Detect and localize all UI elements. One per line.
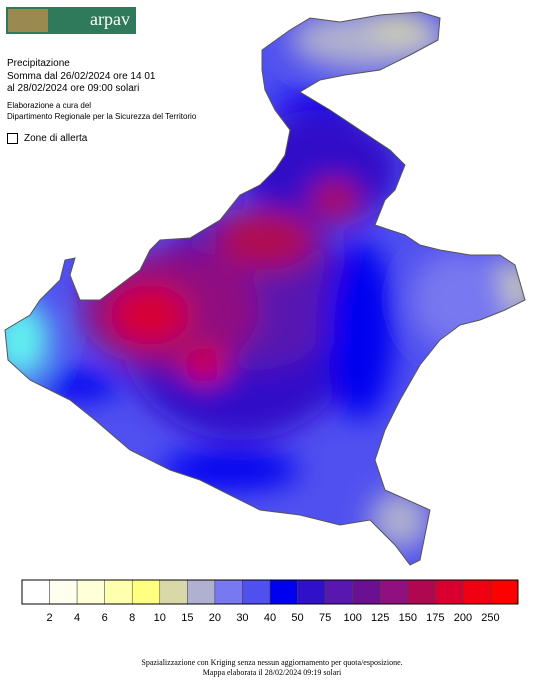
- legend-swatch: [131, 579, 161, 605]
- checkbox[interactable]: [7, 133, 18, 144]
- period-to: al 28/02/2024 ore 09:00 solari: [7, 83, 140, 94]
- legend-label: 175: [426, 612, 444, 624]
- legend-label: 20: [209, 612, 221, 624]
- legend-label: 150: [399, 612, 417, 624]
- legend-swatch: [462, 579, 491, 605]
- toggle-label: Zone di allerta: [24, 133, 88, 144]
- logo: arpav: [6, 7, 136, 34]
- period-from: Somma dal 26/02/2024 ore 14 01: [7, 71, 156, 82]
- legend-swatch: [490, 579, 519, 605]
- legend-label: 50: [291, 612, 303, 624]
- legend: 2 4 6 8 10 15 20 30 40 50 75 100 125 150 175 200 250: [21, 579, 519, 624]
- legend-label: 10: [154, 612, 166, 624]
- legend-label: 40: [264, 612, 276, 624]
- legend-swatch: [242, 579, 271, 605]
- logo-text: arpav: [90, 9, 130, 29]
- legend-label: 8: [129, 612, 135, 624]
- legend-swatch: [352, 579, 381, 605]
- legend-label: 30: [236, 612, 248, 624]
- legend-swatch: [379, 579, 409, 605]
- legend-label: 6: [102, 612, 108, 624]
- legend-swatch: [187, 579, 216, 605]
- toggle[interactable]: Zone di allerta: [7, 133, 87, 144]
- legend-swatch: [104, 579, 133, 605]
- legend-label: 200: [454, 612, 472, 624]
- legend-swatch: [159, 579, 188, 605]
- footer-line: Spazializzazione con Kriging senza nessu…: [141, 658, 403, 667]
- legend-swatch: [435, 579, 464, 605]
- legend-swatch: [324, 579, 353, 605]
- footer-line: Mappa elaborata il 28/02/2024 09:19 sola…: [202, 668, 342, 677]
- legend-swatch: [407, 579, 436, 605]
- legend-label: 15: [181, 612, 193, 624]
- legend-label: 75: [319, 612, 331, 624]
- legend-swatch: [269, 579, 298, 605]
- legend-label: 2: [46, 612, 52, 624]
- legend-label: 125: [371, 612, 389, 624]
- credit-line: Dipartimento Regionale per la Sicurezza …: [7, 112, 197, 121]
- legend-label: 250: [481, 612, 499, 624]
- title: Precipitazione: [7, 58, 70, 69]
- legend-swatch: [214, 579, 243, 605]
- legend-swatch: [297, 579, 326, 605]
- legend-label: 100: [343, 612, 361, 624]
- credit-line: Elaborazione a cura del: [7, 101, 92, 110]
- legend-label: 4: [74, 612, 80, 624]
- legend-swatch: [76, 579, 105, 605]
- legend-swatch: [21, 579, 50, 605]
- legend-swatch: [49, 579, 78, 605]
